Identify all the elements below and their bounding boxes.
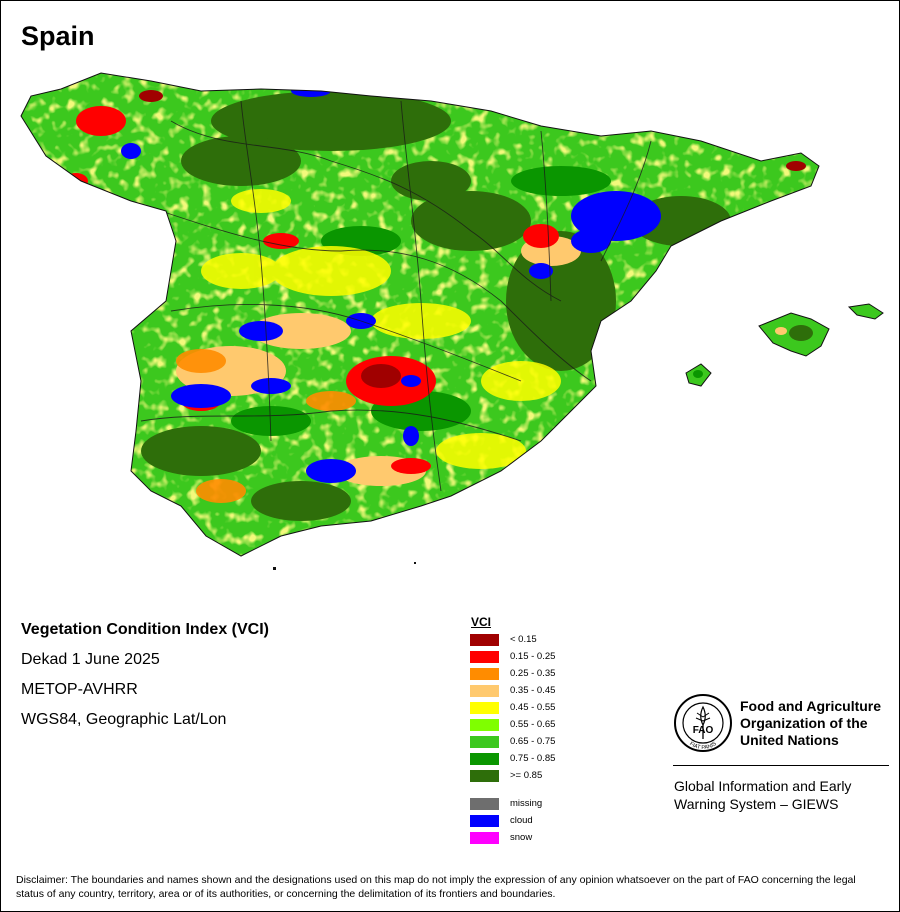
map-title: Spain: [21, 21, 95, 51]
legend-swatch: [470, 650, 499, 663]
legend-swatch: [470, 752, 499, 765]
spain-outline: [20, 72, 820, 557]
legend-title: VCI: [471, 615, 492, 629]
legend-special: missing cloud snow: [470, 795, 590, 846]
legend-item: < 0.15: [470, 631, 590, 648]
fao-logo-letters: FAO: [693, 725, 714, 736]
legend-label: 0.75 - 0.85: [510, 753, 556, 764]
vci-map: [20, 72, 884, 570]
balearic-islands: [685, 303, 884, 387]
legend-label: missing: [510, 798, 543, 809]
legend-item: cloud: [470, 812, 590, 829]
legend-item: 0.25 - 0.35: [470, 665, 590, 682]
sensor-text: METOP-AVHRR: [21, 681, 138, 698]
legend-classes: < 0.15 0.15 - 0.25 0.25 - 0.35 0.35 - 0.45 0…: [470, 631, 590, 784]
legend-swatch: [470, 701, 499, 714]
legend-item: 0.35 - 0.45: [470, 682, 590, 699]
legend-swatch: [470, 718, 499, 731]
fao-logo-icon: FAO FIAT PANIS: [674, 694, 732, 752]
organization-divider: [673, 765, 889, 766]
internal-boundaries: [140, 100, 652, 492]
legend-label: 0.65 - 0.75: [510, 736, 556, 747]
legend-item: 0.45 - 0.55: [470, 699, 590, 716]
vci-dark-red-areas: [139, 90, 806, 388]
legend-label: >= 0.85: [510, 770, 543, 781]
index-name: Vegetation Condition Index (VCI): [21, 621, 269, 638]
organization-name: Food and Agriculture Organization of the…: [740, 698, 882, 748]
legend-label: 0.45 - 0.55: [510, 702, 556, 713]
fao-motto: FIAT PANIS: [688, 741, 718, 751]
legend-swatch: [470, 735, 499, 748]
giews-name: Global Information and Early Warning Sys…: [674, 778, 852, 812]
legend-label: 0.25 - 0.35: [510, 668, 556, 679]
legend-label: 0.15 - 0.25: [510, 651, 556, 662]
small-coastal-features: [273, 562, 416, 570]
legend-item: 0.15 - 0.25: [470, 648, 590, 665]
legend-label: snow: [510, 832, 533, 843]
legend-item: >= 0.85: [470, 767, 590, 784]
legend-label: < 0.15: [510, 634, 537, 645]
legend-label: 0.35 - 0.45: [510, 685, 556, 696]
vci-orange-areas: [176, 349, 356, 503]
legend-swatch: [470, 797, 499, 810]
legend-swatch: [470, 831, 499, 844]
legend-label: 0.55 - 0.65: [510, 719, 556, 730]
legend-swatch: [470, 684, 499, 697]
legend-swatch: [470, 667, 499, 680]
period-text: Dekad 1 June 2025: [21, 651, 160, 668]
projection-text: WGS84, Geographic Lat/Lon: [21, 711, 227, 728]
vci-yellow-areas: [201, 189, 561, 469]
vci-legend: VCI < 0.15 0.15 - 0.25 0.25 - 0.35 0.35 - 0…: [470, 615, 590, 846]
legend-item: 0.75 - 0.85: [470, 750, 590, 767]
legend-item: 0.55 - 0.65: [470, 716, 590, 733]
legend-swatch: [470, 633, 499, 646]
legend-swatch: [470, 814, 499, 827]
legend-item: snow: [470, 829, 590, 846]
svg-text:FIAT PANIS: FIAT PANIS: [688, 741, 718, 751]
disclaimer: Disclaimer: The boundaries and names sho…: [16, 874, 856, 900]
menorca: [847, 303, 884, 320]
legend-item: missing: [470, 795, 590, 812]
legend-item: 0.65 - 0.75: [470, 733, 590, 750]
spain-mainland: [21, 73, 819, 556]
legend-swatch: [470, 769, 499, 782]
legend-label: cloud: [510, 815, 533, 826]
vci-speckle-layer: [21, 73, 819, 556]
